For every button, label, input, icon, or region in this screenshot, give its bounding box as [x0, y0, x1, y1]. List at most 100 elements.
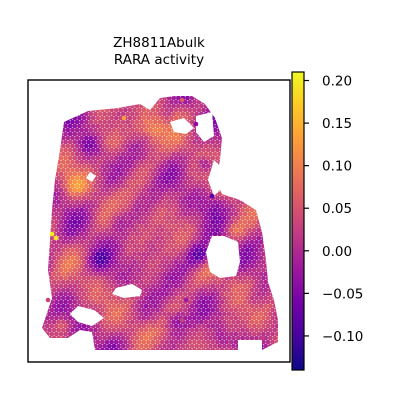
spot [238, 187, 243, 193]
spot [267, 96, 273, 101]
spot [125, 199, 131, 205]
spot [178, 163, 183, 169]
spot [106, 239, 112, 245]
spot [123, 251, 128, 257]
spot [125, 207, 131, 213]
spot [249, 231, 255, 237]
spot [95, 331, 101, 337]
spot [265, 331, 271, 337]
spot [194, 335, 200, 341]
spot [47, 183, 52, 189]
spot [60, 143, 66, 149]
spot [244, 191, 250, 197]
spot [47, 319, 52, 325]
spot [219, 291, 225, 297]
spot [56, 247, 62, 253]
spot [72, 211, 78, 217]
spot [180, 199, 186, 205]
spot [83, 199, 89, 205]
spot [127, 299, 133, 305]
spot [104, 115, 110, 121]
spot [279, 268, 284, 273]
spot [263, 239, 269, 245]
spot [70, 135, 75, 141]
spot [83, 231, 89, 237]
spot [118, 235, 124, 241]
spot [265, 339, 271, 345]
spot [97, 167, 103, 173]
spot [143, 311, 149, 317]
spot [65, 167, 71, 173]
spot [97, 303, 103, 309]
spot [265, 275, 271, 281]
spot [97, 295, 103, 301]
spot [86, 243, 91, 249]
spot [231, 231, 236, 237]
spot [201, 179, 206, 185]
spot [139, 271, 144, 277]
spot [104, 211, 110, 217]
spot [228, 99, 234, 105]
spot [42, 107, 45, 113]
spot [111, 231, 117, 237]
spot [141, 267, 147, 273]
spot [148, 247, 154, 253]
spot [106, 111, 112, 117]
spot [123, 139, 128, 145]
spot [221, 279, 227, 285]
spot [146, 99, 151, 105]
spot [67, 96, 73, 97]
spot [155, 147, 160, 153]
spot [228, 203, 234, 209]
spot [249, 215, 255, 221]
spot [175, 96, 181, 101]
spot [143, 287, 149, 293]
spot [141, 203, 147, 209]
spot [104, 243, 110, 249]
spot [106, 135, 112, 141]
spot [244, 215, 250, 221]
spot [228, 283, 234, 289]
spot [169, 139, 174, 145]
spot [36, 276, 41, 281]
spot [279, 148, 284, 153]
spot [146, 291, 151, 297]
spot [251, 227, 257, 233]
spot [267, 167, 273, 173]
spot [141, 315, 147, 321]
spot [185, 343, 190, 349]
spot [72, 227, 78, 233]
spot [205, 275, 211, 281]
spot [242, 307, 248, 313]
spot [118, 131, 124, 137]
spot [215, 203, 220, 209]
spot [242, 99, 248, 105]
spot [198, 295, 204, 301]
spot [148, 159, 154, 165]
spot [49, 187, 55, 193]
spot [244, 311, 250, 317]
spot [272, 103, 278, 109]
spot [141, 283, 147, 289]
spot [279, 284, 284, 289]
spot [111, 135, 117, 141]
spot [118, 163, 124, 169]
spot [95, 107, 101, 113]
spot [226, 343, 232, 349]
spot [123, 243, 128, 249]
spot [102, 263, 108, 269]
spot [51, 271, 57, 277]
spot [238, 211, 243, 217]
spot [77, 96, 82, 97]
spot [189, 271, 195, 277]
spot [146, 299, 151, 305]
spot [118, 211, 124, 217]
spot [178, 139, 183, 145]
spot [72, 163, 78, 169]
spot [261, 99, 266, 105]
spot [67, 243, 73, 249]
spot [249, 223, 255, 229]
spot [65, 127, 71, 133]
spot [97, 239, 103, 245]
spot [65, 295, 71, 301]
